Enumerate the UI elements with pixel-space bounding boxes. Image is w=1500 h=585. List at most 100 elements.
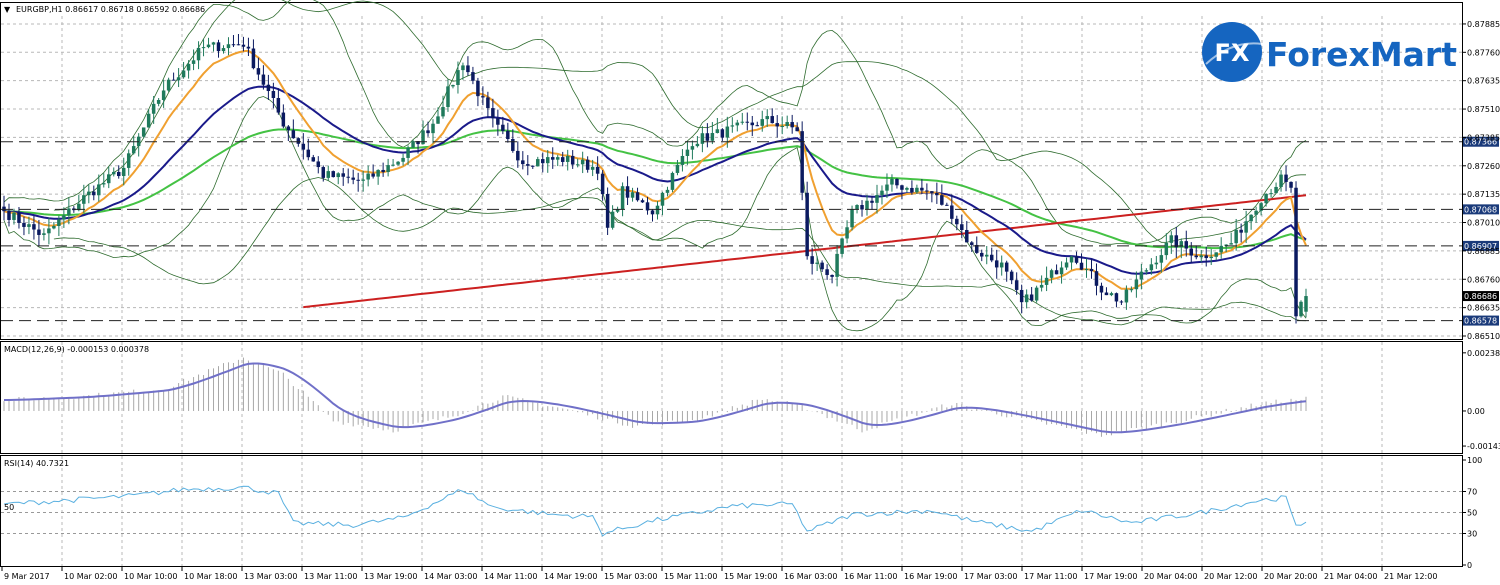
candle-body <box>32 224 36 230</box>
candle-body <box>1194 255 1198 258</box>
ma-200-line <box>303 194 1307 309</box>
dropdown-arrow-icon[interactable]: ▼ <box>4 5 11 14</box>
rsi-axis-label: 70 <box>1467 488 1477 497</box>
candle-body <box>1294 187 1298 317</box>
envelope-upper-band <box>53 0 1306 243</box>
candle-body <box>575 164 580 166</box>
candle-body <box>830 274 834 277</box>
candle-body <box>620 186 625 210</box>
time-label: 10 Mar 10:00 <box>124 572 177 581</box>
candle-body <box>1189 248 1194 256</box>
candle-body <box>231 44 236 46</box>
candle-body <box>655 205 660 215</box>
main-panel-frame <box>0 2 1463 340</box>
macd-axis-label: -0.001438 <box>1467 442 1500 451</box>
candle-body <box>1124 289 1129 303</box>
candle-body <box>984 254 989 257</box>
candle-body <box>196 47 201 61</box>
candle-body <box>570 155 575 165</box>
candle-body <box>680 155 685 165</box>
candle-body <box>241 44 246 47</box>
candle-body <box>521 160 525 165</box>
candle-body <box>82 195 86 204</box>
candle-body <box>481 96 485 98</box>
candle-body <box>1009 271 1014 281</box>
ma-fast-line <box>3 49 1307 290</box>
candle-body <box>1039 284 1044 288</box>
candle-body <box>406 147 410 158</box>
price-axis-label: 0.87885 <box>1467 20 1500 29</box>
candle-body <box>945 204 949 206</box>
forexmart-logo: FX ForexMart <box>1202 22 1457 82</box>
candle-body <box>286 126 291 131</box>
time-label: 14 Mar 03:00 <box>424 572 477 581</box>
candle-body <box>960 224 964 230</box>
candle-body <box>885 184 889 191</box>
candle-body <box>989 254 994 261</box>
candle-body <box>301 143 306 150</box>
candle-body <box>994 260 999 268</box>
price-level-tag <box>1463 204 1499 215</box>
candle-body <box>875 195 879 203</box>
candle-body <box>710 133 715 141</box>
candle-body <box>580 159 585 165</box>
candle-body <box>216 42 221 52</box>
candle-body <box>730 125 735 127</box>
candle-body <box>920 187 924 191</box>
candle-body <box>251 48 256 69</box>
candle-body <box>805 192 809 257</box>
candle-body <box>840 238 844 254</box>
time-label: 15 Mar 11:00 <box>664 572 717 581</box>
candle-body <box>1004 262 1009 272</box>
candle-body <box>1034 287 1039 301</box>
candle-body <box>850 209 854 228</box>
candle-body <box>665 189 670 193</box>
candle-body <box>431 123 435 134</box>
candle-body <box>1029 294 1034 301</box>
candle-body <box>496 118 500 125</box>
candle-body <box>52 226 56 229</box>
candle-body <box>770 116 774 124</box>
time-label: 17 Mar 19:00 <box>1084 572 1137 581</box>
time-label: 17 Mar 03:00 <box>964 572 1017 581</box>
candle-body <box>735 122 740 126</box>
candle-body <box>845 227 849 239</box>
fx-badge-icon <box>1202 22 1262 82</box>
candle-body <box>1054 270 1059 275</box>
candle-body <box>456 70 460 85</box>
candle-body <box>940 195 944 205</box>
price-axis-label: 0.87635 <box>1467 77 1500 86</box>
rsi-axis-label: 100 <box>1467 456 1482 465</box>
price-axis-label: 0.87010 <box>1467 219 1500 228</box>
rsi-axis-label: 30 <box>1467 530 1477 539</box>
candle-body <box>800 131 804 193</box>
candle-body <box>1089 268 1094 272</box>
candle-body <box>715 129 720 134</box>
candle-body <box>1104 292 1109 296</box>
candle-body <box>516 150 520 161</box>
candle-body <box>1084 268 1089 270</box>
candle-body <box>1264 194 1268 204</box>
candle-body <box>1269 193 1273 195</box>
candle-body <box>815 262 819 264</box>
candle-body <box>745 121 750 123</box>
time-label: 16 Mar 11:00 <box>844 572 897 581</box>
candle-body <box>316 161 321 168</box>
candle-body <box>890 178 894 185</box>
candle-body <box>311 157 316 162</box>
price-level-tag <box>1463 291 1499 302</box>
candle-body <box>17 212 21 223</box>
candle-body <box>670 172 675 190</box>
candle-body <box>690 146 695 150</box>
candle-body <box>371 173 375 177</box>
candle-body <box>615 209 620 212</box>
candle-body <box>780 126 784 128</box>
candle-body <box>590 166 595 170</box>
candle-body <box>321 167 326 178</box>
candle-body <box>585 159 590 170</box>
rsi-panel-frame <box>0 455 1463 567</box>
candle-body <box>810 256 814 264</box>
price-level-tag <box>1463 240 1499 251</box>
